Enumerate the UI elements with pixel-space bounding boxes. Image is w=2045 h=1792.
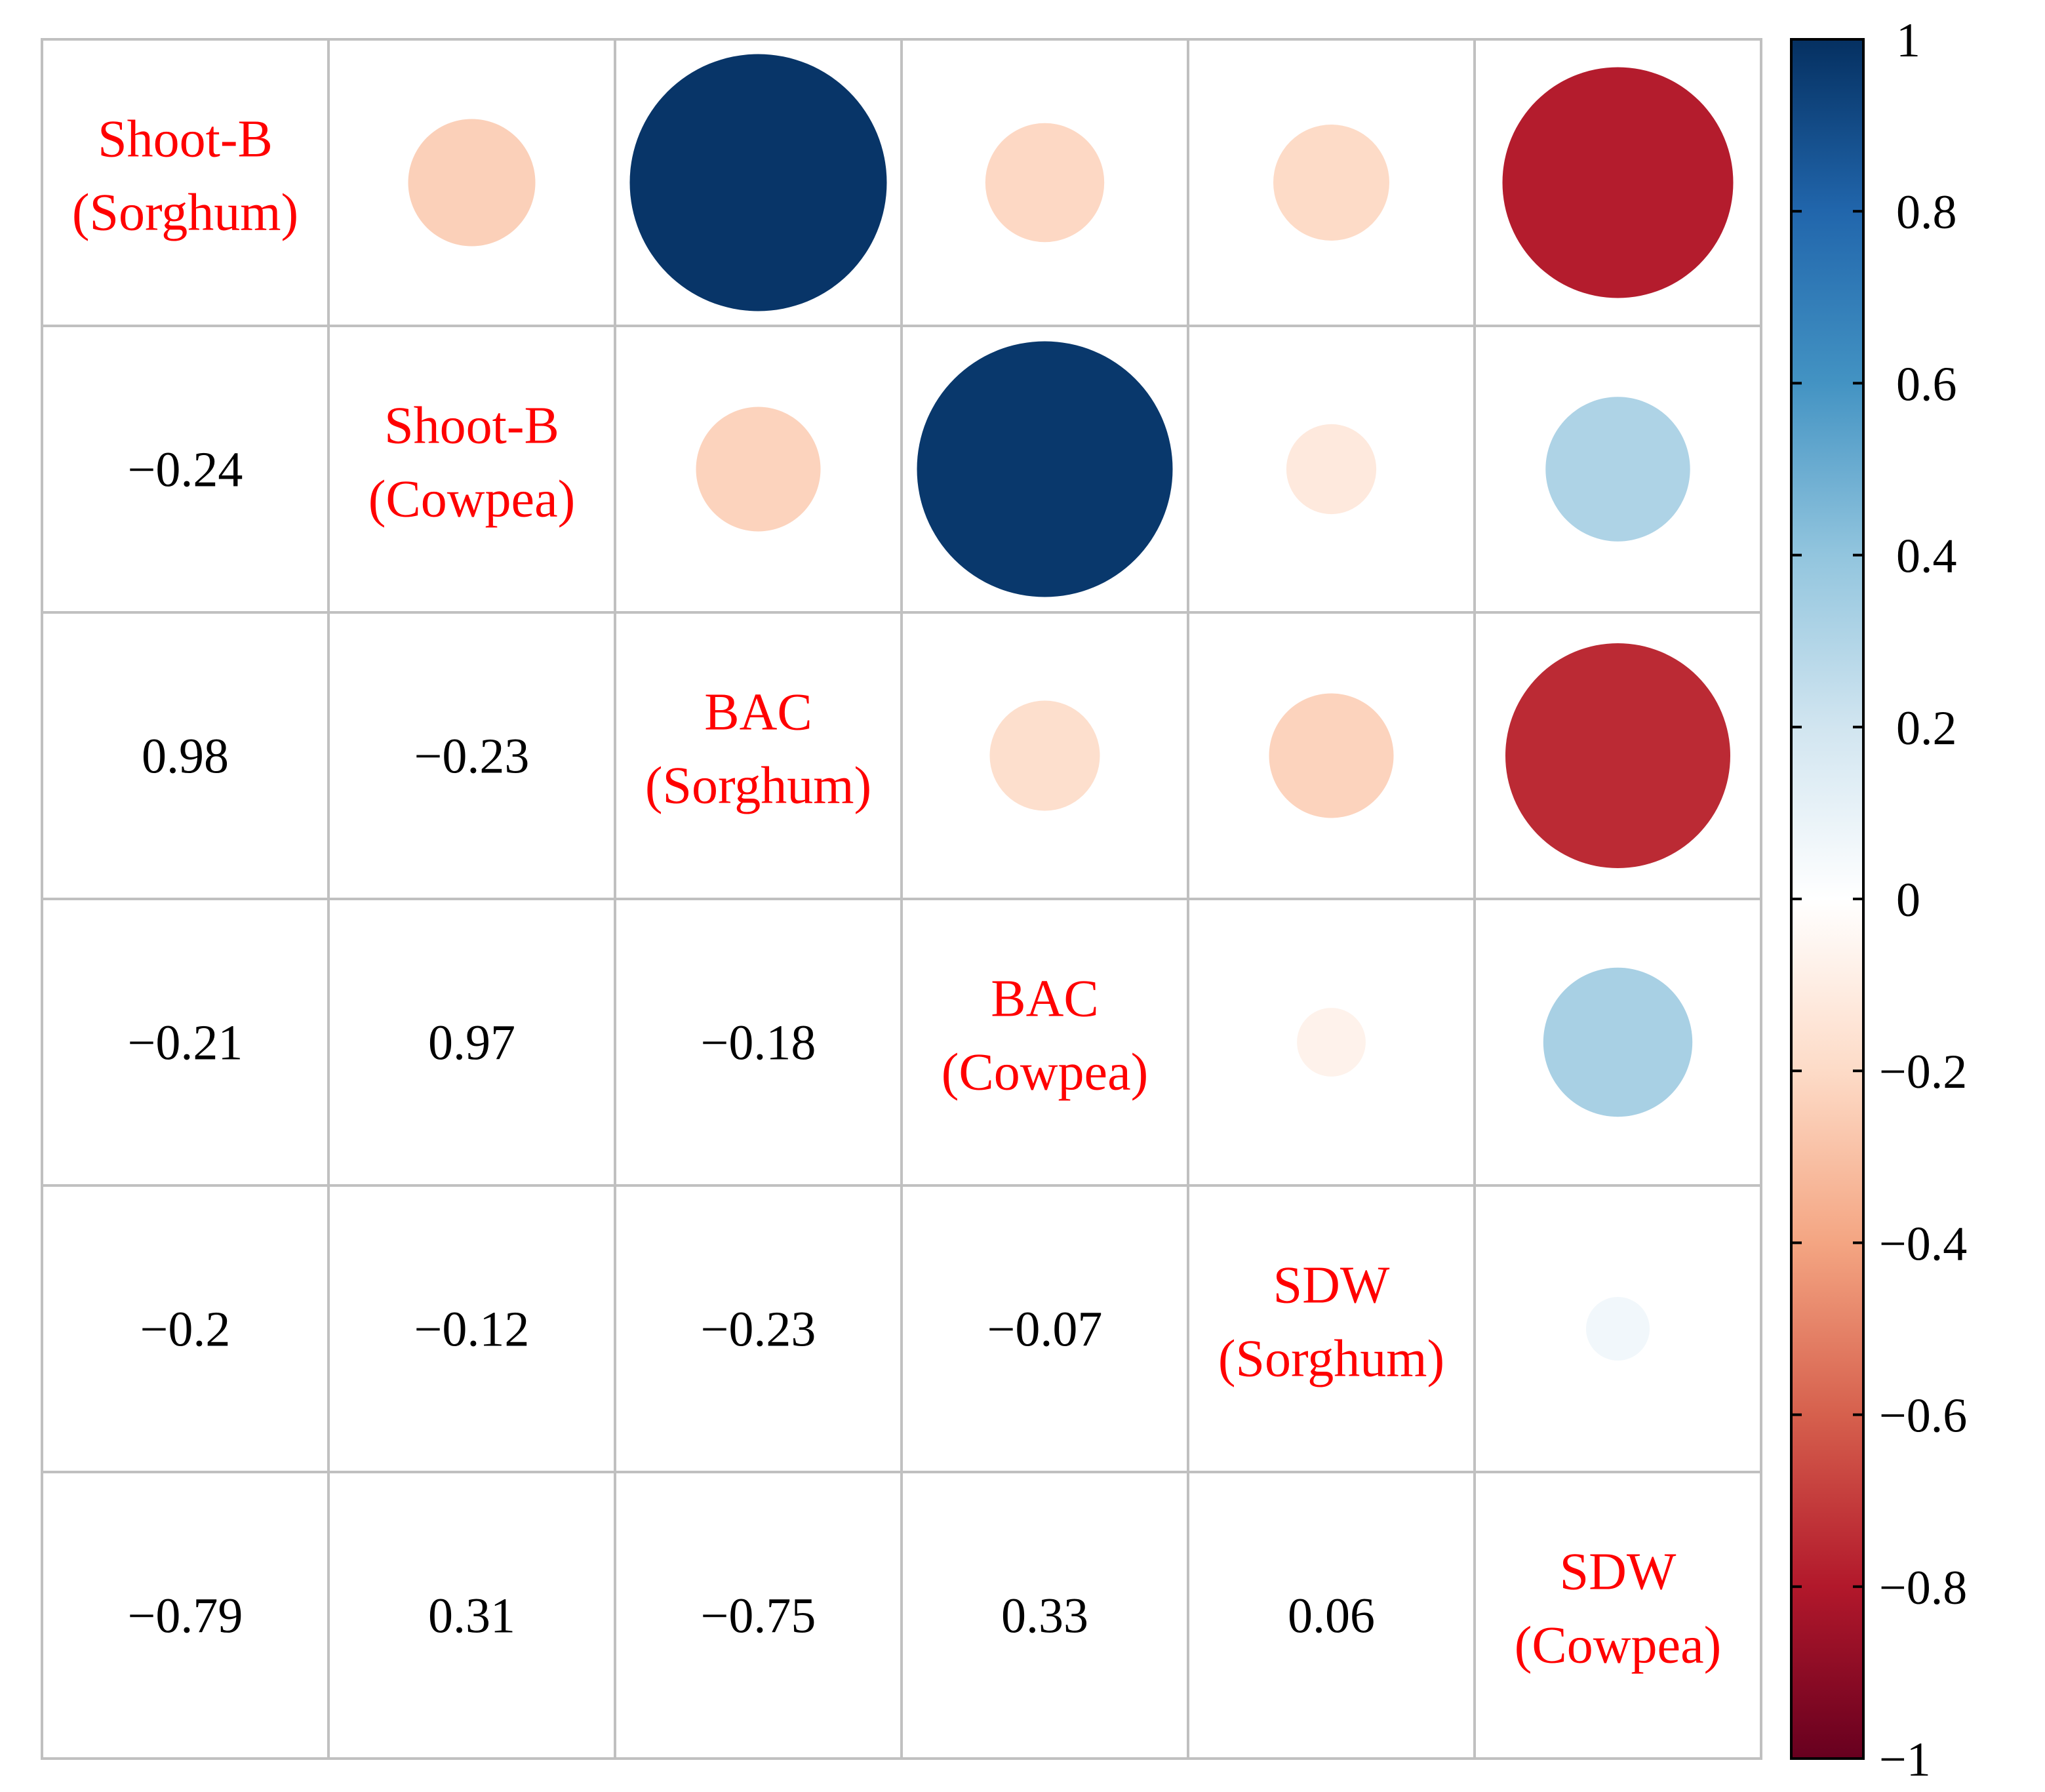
matrix-cell <box>327 325 616 614</box>
colorbar-tick-label: 0.2 <box>1896 702 1957 755</box>
correlation-circle <box>1297 1008 1366 1077</box>
correlation-circle <box>408 119 536 247</box>
correlation-value: 0.06 <box>1288 1589 1375 1644</box>
correlation-circle <box>1505 643 1730 868</box>
colorbar-tick-label: −0.8 <box>1879 1561 1967 1615</box>
variable-label: BAC <box>991 970 1099 1028</box>
matrix-cell <box>41 1184 330 1473</box>
correlation-circle <box>1543 967 1693 1117</box>
matrix-cell <box>614 898 903 1187</box>
correlation-value: 0.33 <box>1001 1589 1088 1644</box>
correlation-circle <box>1502 67 1734 298</box>
matrix-cell <box>900 898 1189 1187</box>
correlation-value: −0.79 <box>128 1589 243 1644</box>
correlation-circle <box>1586 1297 1650 1361</box>
correlation-value: −0.2 <box>140 1302 231 1357</box>
matrix-cell <box>614 611 903 900</box>
correlation-value: 0.31 <box>428 1589 515 1644</box>
correlation-circle <box>1273 125 1389 241</box>
colorbar-tick-label: 0.6 <box>1896 357 1957 411</box>
correlation-value: −0.18 <box>701 1016 816 1071</box>
correlation-value: 0.98 <box>142 729 229 784</box>
variable-label: SDW <box>1560 1543 1677 1601</box>
variable-label: (Sorghum) <box>1218 1330 1444 1388</box>
colorbar-tick-label: −0.2 <box>1879 1045 1967 1099</box>
matrix-marks: Shoot-B (Sorghum) −0.24 Shoot-B (Cowpea) 0.98… <box>72 54 1734 1675</box>
correlation-circle <box>696 407 821 532</box>
matrix-cell <box>41 898 330 1187</box>
variable-label: SDW <box>1273 1257 1390 1315</box>
correlation-circle <box>629 54 887 311</box>
matrix-cell <box>900 1471 1189 1760</box>
variable-label: Shoot-B <box>384 397 559 455</box>
colorbar-tick-label: 0.8 <box>1896 186 1957 239</box>
matrix-cell <box>614 1471 903 1760</box>
matrix-cell <box>614 1184 903 1473</box>
correlation-value: −0.24 <box>128 443 243 498</box>
matrix-cell <box>327 1184 616 1473</box>
matrix-cell <box>327 611 616 900</box>
correlation-circle <box>1286 424 1377 515</box>
correlation-value: −0.21 <box>128 1016 243 1071</box>
matrix-cell <box>41 325 330 614</box>
matrix-grid <box>41 38 1762 1760</box>
matrix-cell <box>1187 1184 1476 1473</box>
colorbar-tick-label: −1 <box>1879 1733 1931 1787</box>
matrix-cell <box>41 38 330 327</box>
correlation-value: −0.75 <box>701 1589 816 1644</box>
variable-label: (Cowpea) <box>1515 1617 1721 1675</box>
variable-label: BAC <box>704 684 812 742</box>
variable-label: (Sorghum) <box>645 757 871 815</box>
variable-label: (Sorghum) <box>72 184 298 242</box>
colorbar: 1 0.8 0.6 0.4 0.2 0 −0.2 −0.4 −0.6 −0.8 −1 <box>1790 14 1967 1787</box>
correlation-value: 0.97 <box>428 1016 515 1071</box>
matrix-cell <box>327 1471 616 1760</box>
correlation-circle <box>917 341 1173 597</box>
colorbar-tick-label: 0.4 <box>1896 530 1957 584</box>
correlation-circle <box>1545 397 1690 542</box>
matrix-cell <box>1473 1471 1762 1760</box>
correlation-circle <box>989 700 1100 811</box>
variable-label: (Cowpea) <box>368 471 575 528</box>
colorbar-tick-label: −0.4 <box>1879 1217 1967 1271</box>
correlation-circle <box>985 123 1105 243</box>
matrix-cell <box>1187 611 1476 900</box>
matrix-cell <box>327 898 616 1187</box>
correlation-value: −0.12 <box>414 1302 530 1357</box>
colorbar-tick-label: −0.6 <box>1879 1389 1967 1443</box>
correlation-value: −0.23 <box>414 729 530 784</box>
colorbar-tick-label: 1 <box>1896 14 1920 68</box>
variable-label: (Cowpea) <box>942 1044 1148 1102</box>
correlation-value: −0.23 <box>701 1302 816 1357</box>
colorbar-tick-label: 0 <box>1896 873 1920 927</box>
colorbar-gradient <box>1791 39 1863 1759</box>
correlation-circle <box>1269 693 1394 818</box>
correlation-value: −0.07 <box>987 1302 1103 1357</box>
variable-label: Shoot-B <box>98 111 273 169</box>
